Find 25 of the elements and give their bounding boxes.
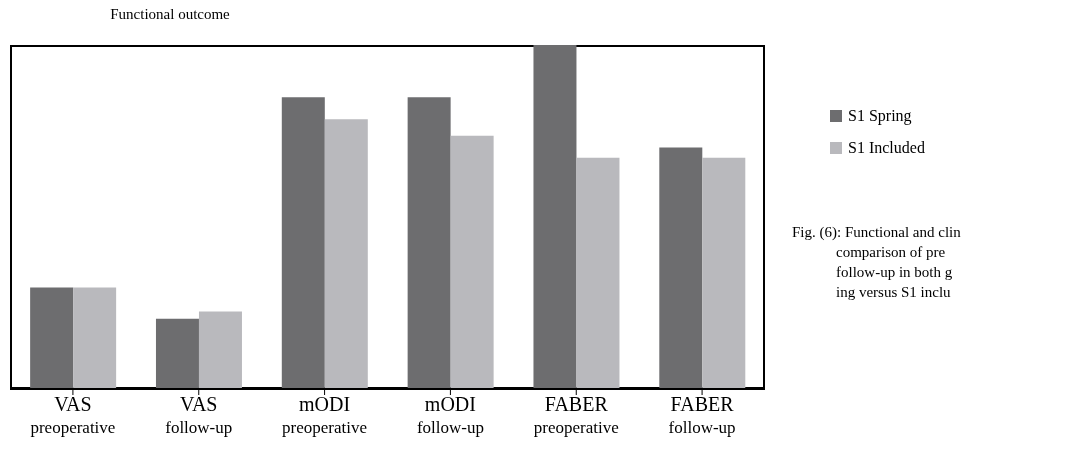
x-tick-label: VAS preoperative: [30, 393, 116, 437]
bar: [73, 287, 117, 389]
bar: [407, 97, 451, 389]
bar: [659, 147, 703, 389]
bar: [198, 311, 242, 389]
bar: [30, 287, 74, 389]
bar: [324, 119, 368, 389]
text: comparison of pre: [835, 243, 947, 262]
x-tick-label: mODI preoperative: [282, 393, 368, 437]
text: ing versus S1 inclu: [835, 283, 952, 302]
legend-label: S1 Included: [848, 138, 925, 158]
bar: [281, 97, 325, 389]
text: Fig. (6): Functional and clin: [792, 223, 961, 242]
bar: [576, 157, 620, 389]
bar: [702, 157, 746, 389]
legend-label: S1 Spring: [848, 106, 912, 127]
bar: [533, 45, 577, 389]
bar: [450, 135, 494, 389]
x-tick-label: VAS follow-up: [165, 393, 233, 437]
x-tick-label: FABER follow-up: [668, 393, 736, 437]
bar: [155, 318, 199, 389]
text: follow-up in both g: [835, 263, 954, 282]
chart-title: Functional outcome: [109, 6, 231, 23]
x-tick-label: FABER preoperative: [533, 393, 619, 437]
x-tick-label: mODI follow-up: [416, 393, 484, 437]
